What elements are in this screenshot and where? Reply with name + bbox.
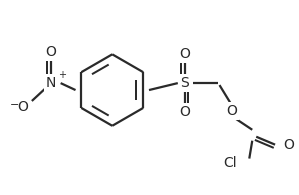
Text: O: O [283,138,294,152]
Text: O: O [179,47,190,61]
Text: O: O [17,100,28,114]
Text: +: + [58,70,66,80]
Text: N: N [45,76,56,90]
Text: O: O [226,104,237,118]
Text: S: S [180,76,189,90]
Text: Cl: Cl [224,156,237,169]
Text: O: O [179,105,190,119]
Text: O: O [45,45,56,59]
Text: −: − [10,100,20,110]
